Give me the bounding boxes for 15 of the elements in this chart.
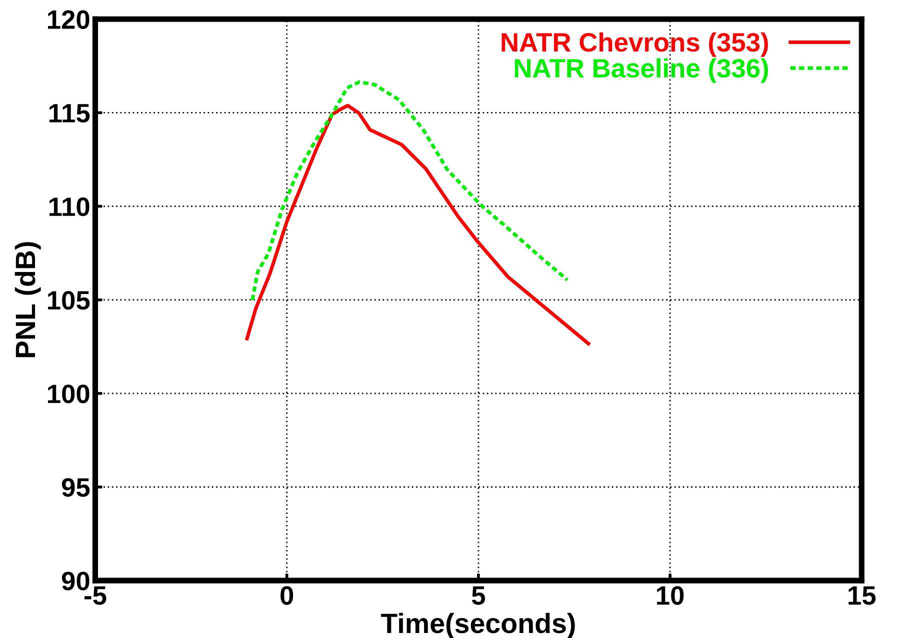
legend-label: NATR Baseline (336) <box>514 58 768 83</box>
y-tick-label: 110 <box>49 197 90 216</box>
x-tick-label: 10 <box>657 586 684 605</box>
y-axis-title: PNL (dB) <box>14 242 41 358</box>
y-tick-label: 95 <box>62 478 90 497</box>
legend-label: NATR Chevrons (353) <box>502 32 768 57</box>
y-tick-label: 120 <box>48 10 90 29</box>
x-tick-label: 5 <box>472 586 486 605</box>
x-tick-label: 15 <box>848 586 876 605</box>
y-tick-label: 105 <box>48 290 90 310</box>
line-series <box>250 80 570 302</box>
x-tick-label: 0 <box>280 586 294 605</box>
y-tick-label: 100 <box>48 384 90 404</box>
line-series <box>245 104 590 346</box>
y-tick-label: 115 <box>49 104 90 123</box>
